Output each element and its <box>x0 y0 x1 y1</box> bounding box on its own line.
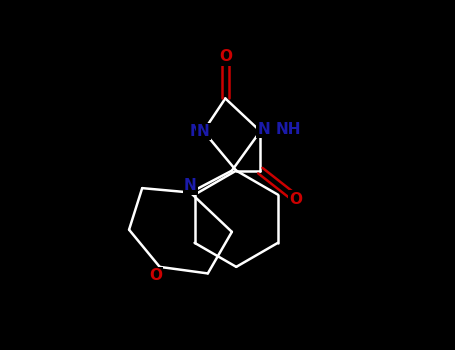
Text: O: O <box>219 49 232 64</box>
Text: N: N <box>258 121 270 136</box>
Text: N: N <box>184 178 197 194</box>
Text: H: H <box>279 121 292 136</box>
Text: N: N <box>189 124 202 139</box>
Text: N: N <box>197 124 210 139</box>
Text: N: N <box>264 124 276 138</box>
Text: O: O <box>289 191 302 206</box>
Text: NH: NH <box>276 121 301 136</box>
Text: O: O <box>149 268 162 283</box>
